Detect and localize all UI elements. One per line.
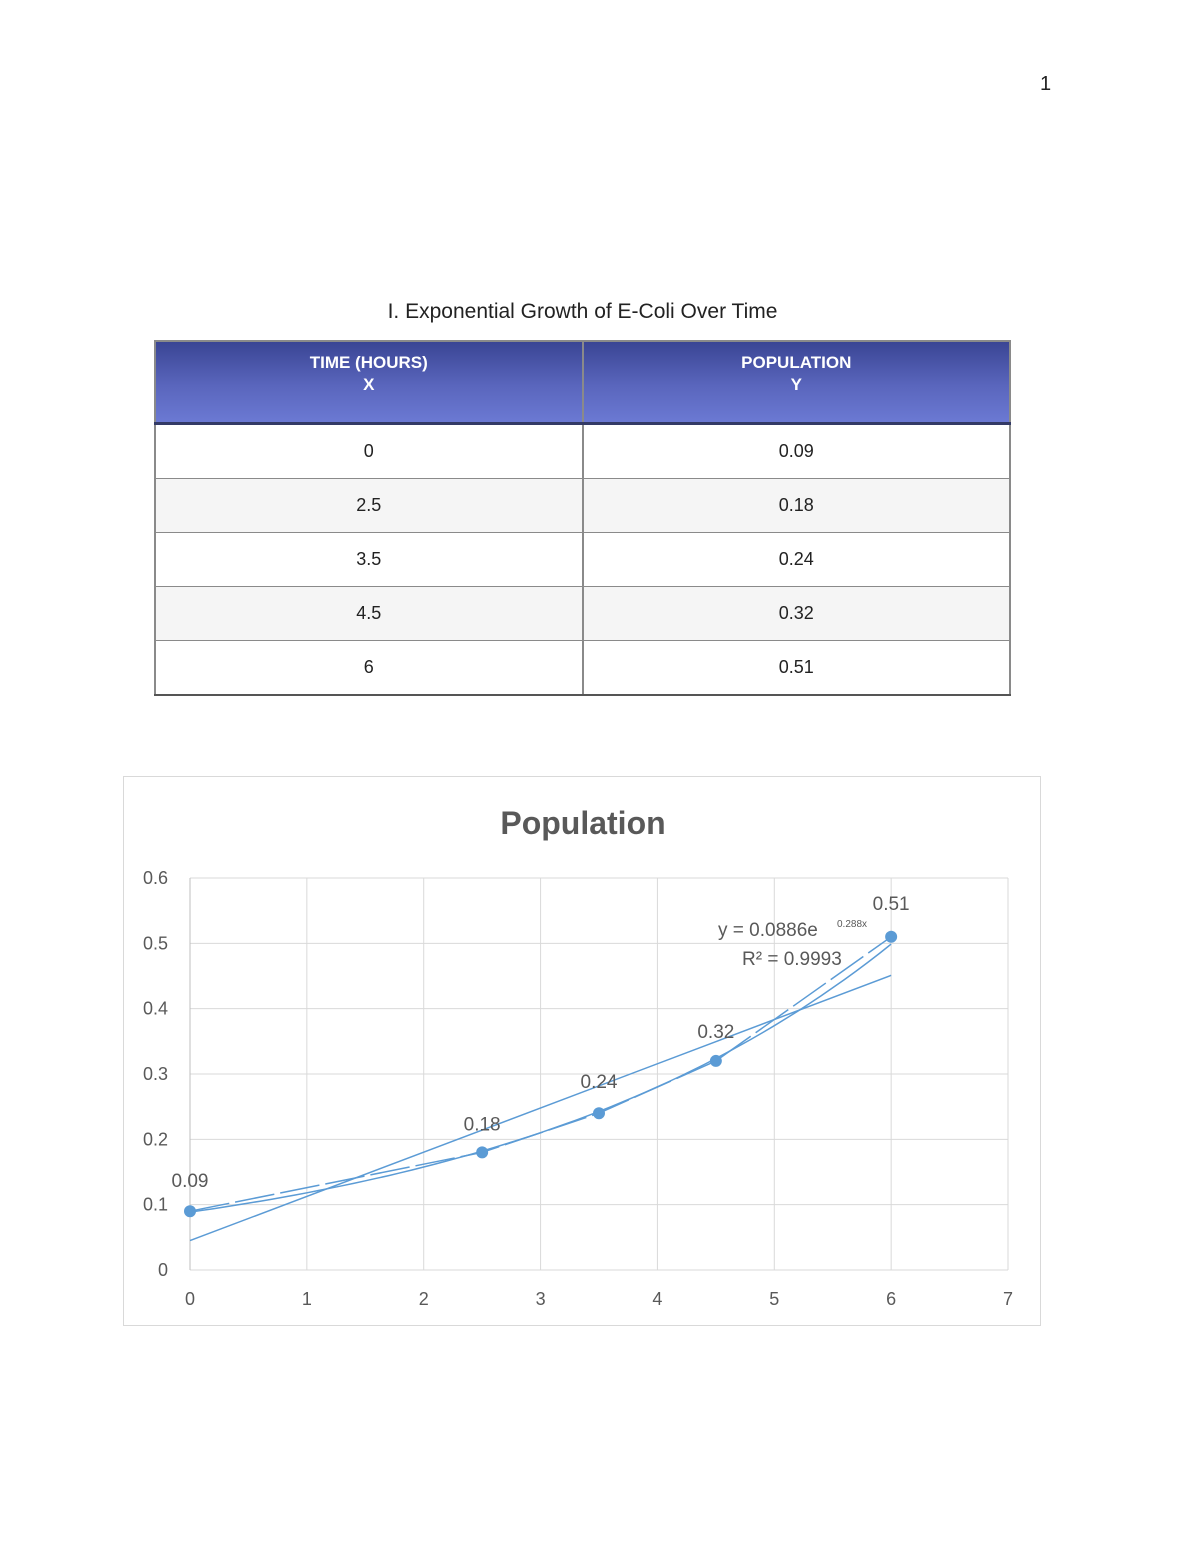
x-tick-label: 6 bbox=[886, 1289, 896, 1309]
cell-population: 0.18 bbox=[581, 477, 1011, 533]
data-label: 0.32 bbox=[697, 1022, 734, 1043]
cell-time: 3.5 bbox=[154, 531, 584, 587]
cell-population: 0.51 bbox=[581, 639, 1011, 696]
table-row: 0 0.09 bbox=[154, 422, 1011, 479]
y-tick-label: 0.2 bbox=[143, 1129, 168, 1149]
x-tick-label: 2 bbox=[419, 1289, 429, 1309]
x-tick-label: 1 bbox=[302, 1289, 312, 1309]
header-population-label: POPULATION bbox=[741, 353, 852, 372]
cell-time: 6 bbox=[154, 639, 584, 696]
data-label: 0.09 bbox=[172, 1171, 209, 1192]
y-tick-label: 0.3 bbox=[143, 1064, 168, 1084]
table-row: 4.5 0.32 bbox=[154, 585, 1011, 641]
chart-title: Population bbox=[500, 805, 666, 841]
data-label: 0.24 bbox=[581, 1072, 618, 1093]
cell-time: 2.5 bbox=[154, 477, 584, 533]
data-table: TIME (HOURS) X POPULATION Y 0 0.09 2.5 0.1… bbox=[154, 340, 1011, 696]
header-population: POPULATION Y bbox=[581, 340, 1011, 425]
table-title: I. Exponential Growth of E-Coli Over Tim… bbox=[387, 300, 778, 323]
x-tick-label: 3 bbox=[536, 1289, 546, 1309]
cell-population: 0.09 bbox=[581, 422, 1011, 479]
r-squared-label: R² = 0.9993 bbox=[742, 949, 842, 970]
population-chart: Population 0 1 2 3 4 5 6 7 0 0.1 0.2 0.3 0.4 0.5 0.6 0.… bbox=[123, 776, 1041, 1326]
data-label: 0.18 bbox=[464, 1114, 501, 1135]
y-tick-label: 0 bbox=[158, 1260, 168, 1280]
header-population-var: Y bbox=[790, 375, 802, 394]
page-number: 1 bbox=[1040, 73, 1052, 95]
cell-time: 4.5 bbox=[154, 585, 584, 641]
table-row: 6 0.51 bbox=[154, 639, 1011, 696]
header-time-var: X bbox=[363, 375, 375, 394]
x-tick-label: 7 bbox=[1003, 1289, 1013, 1309]
data-point bbox=[184, 1205, 196, 1218]
data-point bbox=[709, 1054, 722, 1067]
x-tick-label: 0 bbox=[185, 1289, 195, 1309]
chart-plot: 0 1 2 3 4 5 6 7 0 0.1 0.2 0.3 0.4 0.5 0.6 0.09 0.18 0.24 0… bbox=[143, 868, 1013, 1309]
y-tick-label: 0.6 bbox=[143, 868, 168, 888]
data-point bbox=[593, 1107, 605, 1120]
y-tick-label: 0.4 bbox=[143, 999, 168, 1019]
trendline-equation: y = 0.0886e bbox=[718, 920, 818, 941]
table-row: 2.5 0.18 bbox=[154, 477, 1011, 533]
data-point bbox=[885, 930, 898, 943]
y-tick-label: 0.1 bbox=[143, 1195, 168, 1215]
cell-time: 0 bbox=[154, 422, 584, 479]
x-tick-label: 4 bbox=[652, 1289, 662, 1309]
cell-population: 0.32 bbox=[581, 585, 1011, 641]
table-row: 3.5 0.24 bbox=[154, 531, 1011, 587]
cell-population: 0.24 bbox=[581, 531, 1011, 587]
y-tick-label: 0.5 bbox=[143, 933, 168, 953]
header-time-label: TIME (HOURS) bbox=[309, 353, 428, 372]
data-label: 0.51 bbox=[873, 894, 910, 915]
trendline-exponent: 0.288x bbox=[837, 919, 867, 930]
header-time: TIME (HOURS) X bbox=[154, 340, 584, 425]
data-point bbox=[476, 1146, 489, 1159]
x-tick-label: 5 bbox=[769, 1289, 779, 1309]
table-header-row: TIME (HOURS) X POPULATION Y bbox=[154, 340, 1011, 425]
